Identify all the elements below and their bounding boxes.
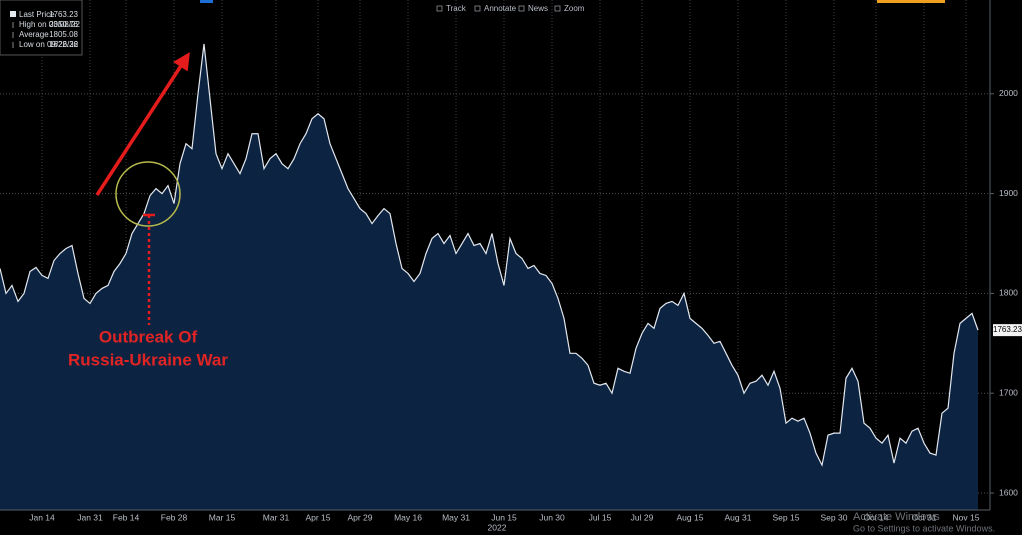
x-tick-label: Jan 14 (29, 512, 55, 522)
toolbar-icon (436, 5, 443, 12)
y-tick-label: 2000 (999, 88, 1018, 98)
y-tick-label: 1900 (999, 188, 1018, 198)
y-tick-label: 1700 (999, 387, 1018, 397)
x-sublabel: 2022 (488, 522, 507, 532)
y-tick-label: 1600 (999, 487, 1018, 497)
x-tick-label: Jun 15 (491, 512, 517, 522)
stat-value: 2050.76 (49, 20, 78, 29)
stat-value: 1622.36 (49, 40, 78, 49)
tab-marker (200, 0, 213, 3)
x-tick-label: Nov 15 (953, 512, 980, 522)
stat-value: 1805.08 (49, 30, 78, 39)
toolbar-icon (474, 5, 481, 12)
toolbar-button[interactable]: Annotate (484, 4, 517, 13)
annotation-text: Russia-Ukraine War (68, 350, 228, 369)
x-tick-label: Feb 28 (161, 512, 188, 522)
x-tick-label: Apr 29 (347, 512, 372, 522)
legend-label: Last Price (19, 10, 55, 19)
arrow (95, 52, 190, 196)
x-tick-label: Jul 15 (589, 512, 612, 522)
legend-box (0, 0, 83, 56)
x-tick-label: Aug 31 (725, 512, 752, 522)
toolbar-icon (554, 5, 561, 12)
toolbar: Track Annotate News Zoom (436, 4, 585, 13)
x-tick-label: Sep 30 (821, 512, 848, 522)
x-tick-label: Sep 15 (773, 512, 800, 522)
tab-marker (877, 0, 945, 3)
area (0, 43, 978, 511)
toolbar-button[interactable]: Zoom (564, 4, 585, 13)
toolbar-button[interactable]: News (528, 4, 548, 13)
toolbar-button[interactable]: Track (446, 4, 467, 13)
plot (0, 43, 979, 511)
x-tick-label: Mar 15 (209, 512, 236, 522)
x-tick-label: Apr 15 (305, 512, 330, 522)
y-tick-label: 1800 (999, 288, 1018, 298)
x-tick-label: Oct 31 (911, 512, 936, 522)
stat-label: High on 03/08/22 (19, 20, 80, 29)
last-price-label: 1763.23 (993, 325, 1022, 334)
x-tick-label: Jun 30 (539, 512, 565, 522)
legend-swatch (10, 11, 16, 17)
x-tick-label: May 16 (394, 512, 422, 522)
axes: 1600 1700 1800 1900 2000 Jan 14 Jan 31 Feb 14 Fe… (29, 88, 1022, 522)
toolbar-icon (518, 5, 525, 12)
x-tick-label: Feb 14 (113, 512, 140, 522)
x-tick-label: Jan 31 (77, 512, 103, 522)
x-tick-label: Mar 31 (263, 512, 290, 522)
watermark: Go to Settings to activate Windows. (853, 523, 995, 533)
annotation: Outbreak Of Russia-Ukraine War (68, 52, 228, 369)
watermark: Activate Windows (853, 511, 940, 523)
legend-value: 1763.23 (49, 10, 78, 19)
annotation-text: Outbreak Of (99, 327, 198, 346)
highlight-circle (115, 161, 181, 227)
stat-label: Low on 09/26/22 (19, 40, 79, 49)
stat-label: Average (19, 30, 49, 39)
x-tick-label: Oct 14 (863, 512, 888, 522)
x-tick-label: Jul 29 (631, 512, 654, 522)
x-tick-label: Aug 15 (677, 512, 704, 522)
last-price-tag (993, 324, 1022, 337)
line (0, 43, 979, 467)
x-tick-label: May 31 (442, 512, 470, 522)
